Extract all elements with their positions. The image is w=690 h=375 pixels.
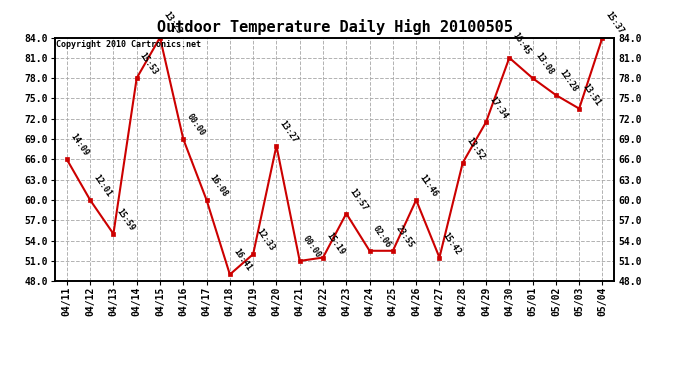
Text: 15:59: 15:59 xyxy=(115,207,137,232)
Text: 15:19: 15:19 xyxy=(324,231,346,256)
Text: 23:55: 23:55 xyxy=(394,224,416,249)
Text: 13:08: 13:08 xyxy=(534,51,555,77)
Text: 14:09: 14:09 xyxy=(68,132,90,158)
Text: 00:00: 00:00 xyxy=(185,112,206,138)
Text: 15:42: 15:42 xyxy=(441,231,462,256)
Text: 15:53: 15:53 xyxy=(138,51,160,77)
Text: 11:46: 11:46 xyxy=(417,173,440,199)
Text: 12:33: 12:33 xyxy=(255,227,276,253)
Text: 15:37: 15:37 xyxy=(604,10,626,36)
Text: 02:06: 02:06 xyxy=(371,224,393,249)
Text: 13:27: 13:27 xyxy=(278,119,299,144)
Text: 13:51: 13:51 xyxy=(580,82,602,107)
Text: 13:23: 13:23 xyxy=(161,10,183,36)
Text: 13:57: 13:57 xyxy=(348,186,369,212)
Text: 12:28: 12:28 xyxy=(558,68,579,94)
Text: 16:41: 16:41 xyxy=(231,248,253,273)
Text: 16:45: 16:45 xyxy=(511,31,533,56)
Text: 12:01: 12:01 xyxy=(92,173,113,199)
Text: 00:00: 00:00 xyxy=(301,234,323,260)
Text: Copyright 2010 Cartronics.net: Copyright 2010 Cartronics.net xyxy=(56,40,201,49)
Text: 13:52: 13:52 xyxy=(464,136,486,161)
Text: 16:08: 16:08 xyxy=(208,173,230,199)
Text: 17:34: 17:34 xyxy=(487,95,509,121)
Title: Outdoor Temperature Daily High 20100505: Outdoor Temperature Daily High 20100505 xyxy=(157,19,513,35)
